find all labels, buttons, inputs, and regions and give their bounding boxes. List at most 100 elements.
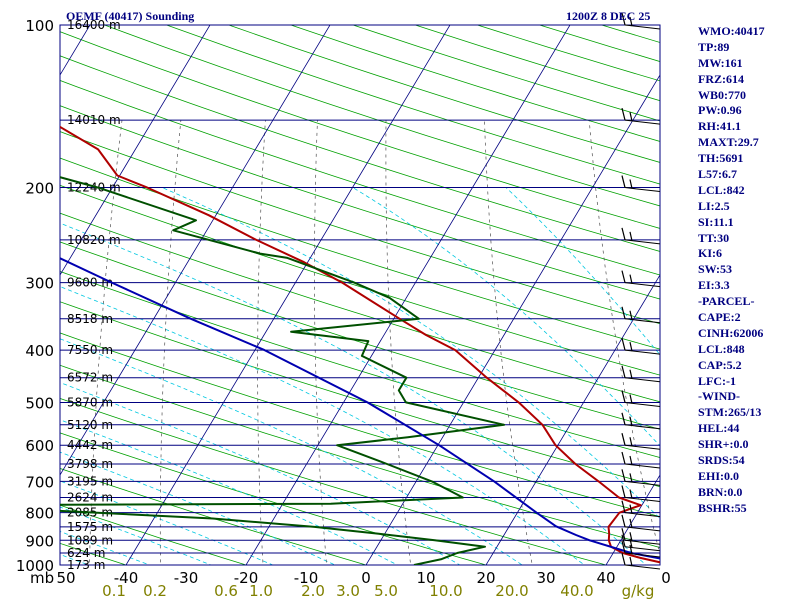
temperature-tick-label: 20 [476,569,495,587]
wind-barb [621,107,661,125]
pressure-tick-label: 100 [25,17,54,35]
mixing-ratio-line [484,120,533,565]
isobars [59,24,661,566]
height-label: 4442 m [67,438,113,452]
pressure-tick-label: 800 [25,505,54,523]
pressure-tick-label: 400 [25,342,54,360]
temperature-tick-label: 10 [416,569,435,587]
pressure-axis-unit: mb [30,569,54,587]
wind-barb [621,469,661,486]
pressure-labels: 100 200 300 400 500 600 700 800 900 1000 [16,17,54,575]
isotherm-line [60,25,211,276]
index-item: SHR+:0.0 [698,437,749,452]
moist-adiabat-line [60,419,399,565]
index-item: LI:2.5 [698,198,730,213]
station-title: OEMF (40417) Sounding [66,9,195,23]
height-label: 3195 m [67,474,113,488]
dry-adiabat-line [60,55,660,252]
wind-barb [621,175,661,193]
moist-adiabat-line [60,222,647,565]
temperature-tick-label: -20 [234,569,259,587]
mixing-ratio-label: 2.0 [301,582,325,600]
index-item: HEL:44 [698,421,740,436]
height-label: 7550 m [67,343,113,357]
temperature-tick-label: -30 [174,569,199,587]
index-item: -WIND- [698,389,740,404]
dry-adiabat-line [60,398,608,565]
moist-adiabat-line [60,286,585,565]
index-item: EHI:0.0 [698,468,740,483]
valid-time: 1200Z 8 DEC 25 [566,9,651,23]
pressure-tick-label: 300 [25,275,54,293]
index-item: MW:161 [698,55,743,70]
mixing-ratio-label: 5.0 [374,582,398,600]
dry-adiabat-line [60,241,660,430]
index-item: WMO:40417 [698,24,765,38]
moist-adiabat-line [505,187,660,356]
wind-barb [621,270,661,288]
temperature-tick-label: 40 [596,569,615,587]
index-item: CAPE:2 [698,310,741,325]
index-item: BRN:0.0 [698,484,743,499]
mixing-ratio-labels: 0.1 0.2 0.6 1.0 2.0 3.0 5.0 10.0 20.0 40.0 g/kg [102,582,654,600]
wind-barb [621,451,661,469]
temperature-tick-label: 0 [661,569,671,587]
pressure-tick-label: 900 [25,532,54,550]
height-label: 16400 m [67,18,121,32]
wind-barb [621,485,661,503]
index-item: TH:5691 [698,151,744,166]
moist-adiabat-line [60,506,212,565]
mixing-ratio-line [0,120,4,576]
index-item: WB0:770 [698,87,746,102]
moist-adiabat-line [60,338,523,565]
dry-adiabat-line [60,131,660,325]
temperature-tick-label: 50 [56,569,75,587]
mixing-ratio-label: 40.0 [560,582,593,600]
dry-adiabat-line [60,301,660,488]
mixing-ratio-label: 0.6 [214,582,238,600]
wind-barb [621,540,661,558]
wind-barbs [621,12,661,570]
wind-barb [621,433,661,450]
wind-barb [621,390,661,407]
sounding-profiles [60,125,660,565]
index-item: FRZ:614 [698,71,744,86]
dry-adiabat-line [104,25,660,207]
mixing-ratio-label: 0.1 [102,582,126,600]
moist-adiabat-line [162,187,660,519]
wind-barb [621,227,661,245]
temperature-tick-label: -40 [114,569,139,587]
index-item: LCL:848 [698,341,745,356]
isotherm-line [605,474,660,565]
temperature-tick-label: 0 [361,569,371,587]
index-item: CAP:5.2 [698,357,742,372]
temperature-axis-labels: mb 50 -40 -30 -20 -10 0 10 20 30 40 0 [30,569,671,587]
height-label: 624 m [67,546,105,560]
mixing-ratio-line [314,120,327,565]
height-label: 1089 m [67,533,113,547]
isotherm-line [485,274,660,565]
temperature-tick-label: -10 [294,569,319,587]
height-label: 1575 m [67,520,113,534]
index-item: STM:265/13 [698,405,762,420]
wind-barb [621,306,661,324]
mixing-ratio-label: 10.0 [429,582,462,600]
index-item: SI:11.1 [698,214,734,229]
pressure-tick-label: 500 [25,394,54,412]
isotherms [60,25,660,565]
mixing-ratio-label: 0.2 [143,582,167,600]
moist-adiabat-line [60,382,461,565]
wind-barb [621,552,661,570]
height-label: 173 m [67,558,105,572]
index-item: -PARCEL- [698,294,755,309]
plot-frame [59,24,661,566]
moist-adiabat-line [352,187,660,447]
height-label: 10820 m [67,233,121,247]
height-label: 2624 m [67,491,113,505]
dry-adiabat-line [60,157,660,350]
wind-barb [621,412,661,430]
dry-adiabat-line [60,31,660,229]
isotherm-line [60,25,331,476]
